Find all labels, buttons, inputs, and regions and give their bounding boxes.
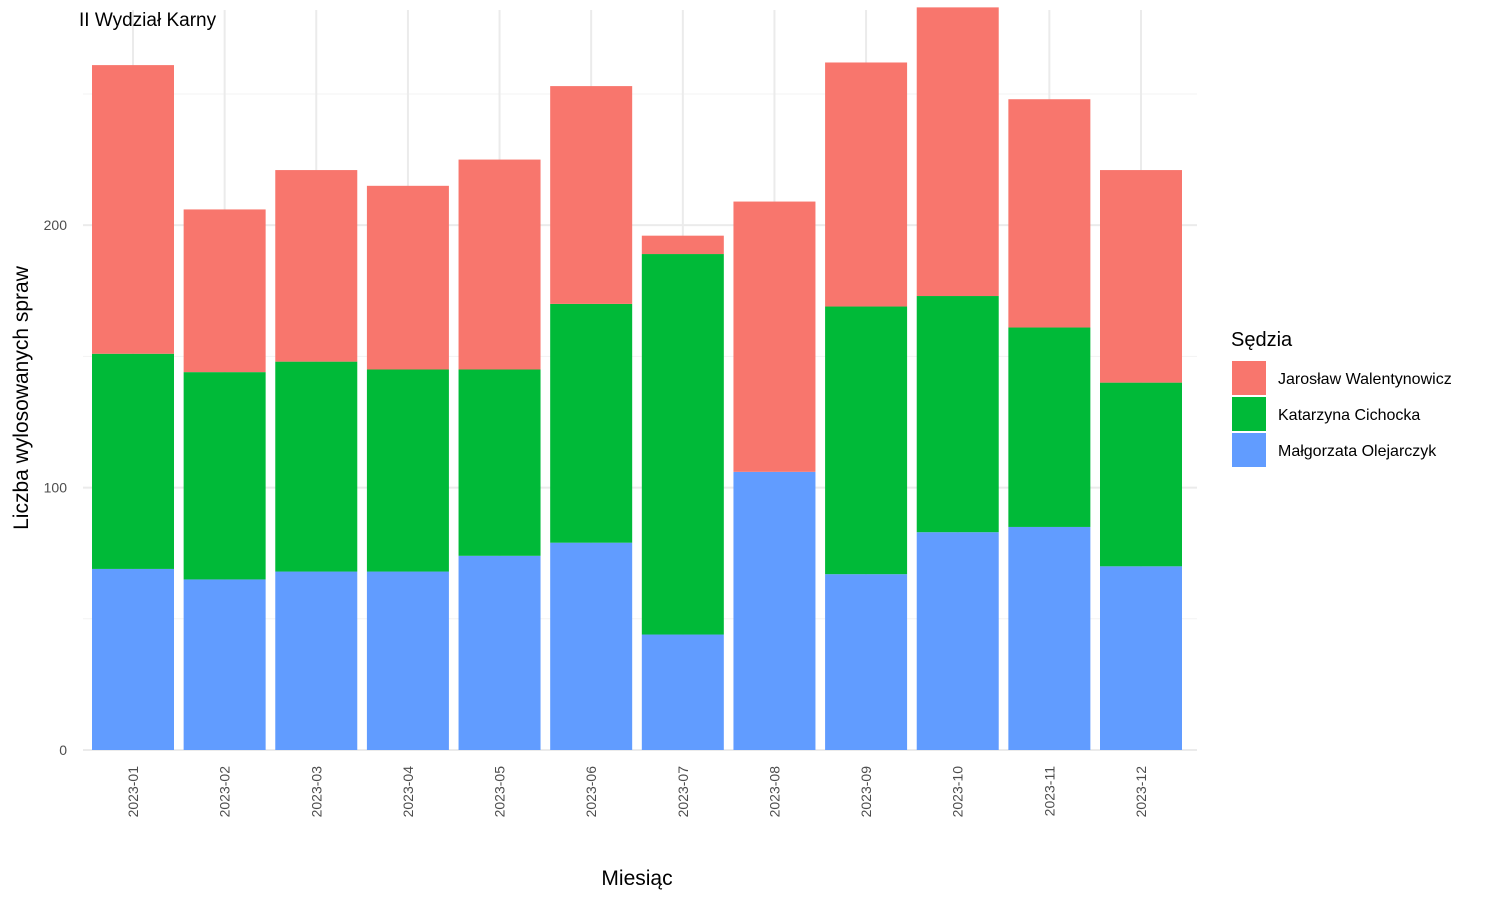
bar-segment — [1100, 382, 1182, 567]
chart-title: II Wydział Karny — [79, 10, 217, 31]
x-tick-label: 2023-08 — [766, 766, 782, 818]
bar-segment — [825, 306, 908, 575]
bar-segment — [366, 185, 449, 370]
y-tick-label: 0 — [59, 742, 67, 758]
x-tick-label: 2023-09 — [858, 766, 874, 818]
bar-segment — [366, 369, 449, 572]
bar-segment — [275, 170, 358, 362]
bar-segment — [641, 254, 724, 635]
bar-segment — [1008, 99, 1091, 328]
bar-segment — [366, 571, 449, 750]
bar-segment — [550, 542, 633, 750]
x-tick-label: 2023-06 — [583, 766, 599, 818]
bar-segment — [183, 209, 266, 373]
bar-segment — [550, 86, 633, 304]
x-tick-label: 2023-10 — [950, 766, 966, 818]
x-tick-labels: 2023-01 2023-02 2023-03 2023-04 2023-05 2023-… — [125, 766, 1149, 818]
x-tick-label: 2023-04 — [400, 766, 416, 818]
bar-segment — [825, 574, 908, 750]
y-tick-label: 200 — [44, 217, 68, 233]
bar-segment — [825, 62, 908, 307]
bar-segment — [458, 555, 541, 750]
bar-segment — [458, 369, 541, 556]
bar-segment — [916, 7, 999, 297]
x-tick-label: 2023-03 — [308, 766, 324, 818]
bar-segment — [550, 303, 633, 543]
bars — [92, 7, 1182, 750]
y-tick-label: 100 — [44, 480, 68, 496]
x-tick-label: 2023-05 — [492, 766, 508, 818]
bar-segment — [1100, 566, 1182, 750]
bar-segment — [92, 65, 174, 354]
bar-segment — [275, 571, 358, 750]
x-tick-label: 2023-01 — [125, 766, 141, 818]
legend-key — [1232, 433, 1266, 467]
bar-segment — [92, 568, 174, 750]
bar-segment — [916, 532, 999, 750]
x-axis-title: Miesiąc — [601, 867, 672, 890]
x-tick-label: 2023-02 — [217, 766, 233, 818]
y-tick-labels: 0 100 200 — [44, 217, 68, 758]
x-tick-label: 2023-07 — [675, 766, 691, 818]
bar-segment — [641, 634, 724, 750]
legend-key — [1232, 397, 1266, 431]
bar-segment — [1100, 170, 1182, 383]
legend-label: Małgorzata Olejarczyk — [1278, 443, 1437, 460]
legend: Sędzia Jarosław Walentynowicz Katarzyna C… — [1231, 329, 1452, 467]
bar-segment — [733, 201, 816, 472]
bar-segment — [183, 579, 266, 750]
bar-segment — [183, 372, 266, 580]
legend-items: Jarosław Walentynowicz Katarzyna Cichocka… — [1232, 361, 1452, 467]
legend-title: Sędzia — [1231, 329, 1293, 351]
bar-segment — [916, 296, 999, 533]
bar-segment — [275, 361, 358, 572]
x-tick-label: 2023-12 — [1133, 766, 1149, 818]
bar-segment — [1008, 526, 1091, 750]
bar-segment — [92, 353, 174, 569]
bar-segment — [641, 235, 724, 255]
bar-segment — [458, 159, 541, 370]
bar-segment — [733, 471, 816, 750]
legend-label: Jarosław Walentynowicz — [1278, 371, 1452, 388]
legend-key — [1232, 361, 1266, 395]
y-axis-title: Liczba wylosowanych spraw — [10, 265, 33, 530]
x-tick-label: 2023-11 — [1041, 766, 1057, 817]
bar-segment — [1008, 327, 1091, 527]
legend-label: Katarzyna Cichocka — [1278, 407, 1420, 424]
